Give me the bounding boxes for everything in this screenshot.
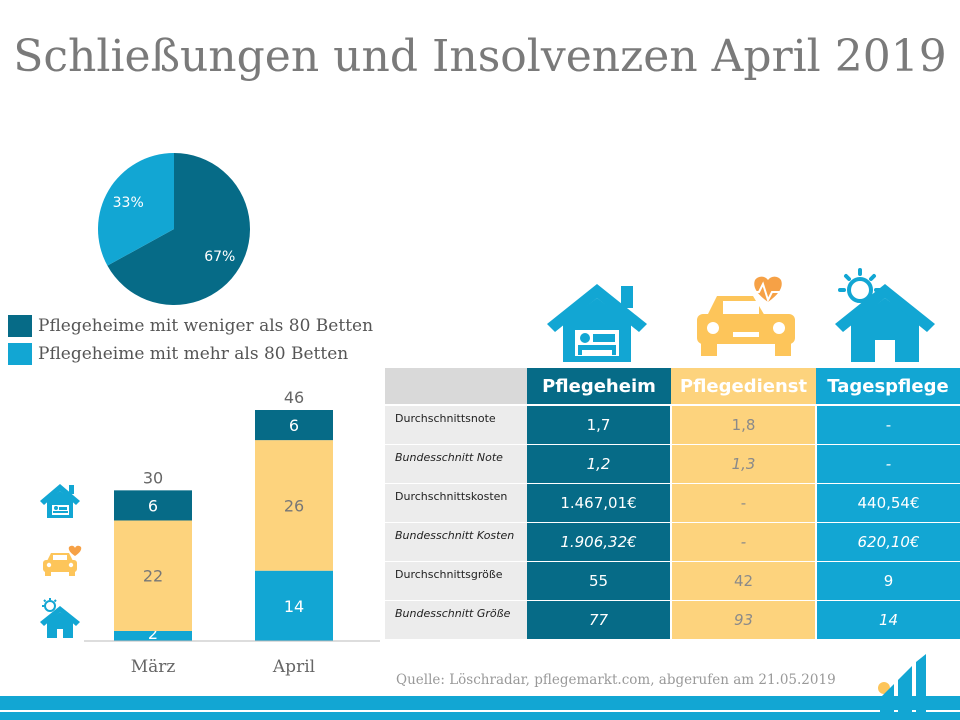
table-cell: - [671,522,817,562]
bar-segment [114,630,192,641]
car-heart-icon [43,545,82,576]
x-tick-label: April [272,657,315,677]
bar-segment [255,440,333,571]
legend-item-small: Pflegeheime mit weniger als 80 Betten [8,312,373,340]
stats-table: Pflegeheim Pflegedienst Tagespflege Durc… [385,368,960,640]
table-row: Durchschnittsnote 1,7 1,8 - [385,405,960,445]
house-bed-icon [40,484,80,518]
footer-band [0,696,960,710]
table-row: Bundesschnitt Note 1,2 1,3 - [385,444,960,484]
table-cell: 93 [671,600,817,640]
legend-item-large: Pflegeheime mit mehr als 80 Betten [8,340,373,368]
col-header-pflegeheim: Pflegeheim [527,368,671,406]
table-cell: 9 [816,561,960,601]
house-sun-icon [835,268,935,362]
house-bed-icon [547,284,647,362]
bar-value-label: 14 [284,597,304,616]
table-header-corner [385,368,527,406]
house-sun-icon [40,598,80,638]
source-note: Quelle: Löschradar, pflegemarkt.com, abg… [396,672,836,688]
table-cell: 620,10€ [816,522,960,562]
table-row: Bundesschnitt Kosten 1.906,32€ - 620,10€ [385,522,960,562]
row-label: Bundesschnitt Größe [385,600,527,640]
table-row: Bundesschnitt Größe 77 93 14 [385,600,960,640]
table-cell: 55 [527,561,672,601]
table-cell: 1,3 [671,444,817,484]
bar-value-label: 6 [289,416,299,435]
pie-slice-label: 67% [204,249,235,265]
col-header-pflegedienst: Pflegedienst [671,368,816,406]
row-label: Durchschnittsnote [385,405,527,445]
bar-segment [255,410,333,441]
table-cell: - [816,444,960,484]
row-label: Bundesschnitt Note [385,444,527,484]
table-cell: 1,7 [527,405,672,445]
bar-segment [255,570,333,641]
pie-slice-label: 33% [113,195,144,211]
table-row: Durchschnittskosten 1.467,01€ - 440,54€ [385,483,960,523]
bar-segment [114,520,192,631]
table-row: Durchschnittsgröße 55 42 9 [385,561,960,601]
table-header-row: Pflegeheim Pflegedienst Tagespflege [385,368,960,406]
legend-swatch-dark [8,315,32,337]
col-header-tagespflege: Tagespflege [816,368,960,406]
table-cell: - [671,483,817,523]
car-heart-icon [697,276,795,356]
bar-value-label: 26 [284,496,304,515]
table-cell: 14 [816,600,960,640]
row-label: Bundesschnitt Kosten [385,522,527,562]
bar-value-label: 6 [148,496,158,515]
table-cell: 1,2 [527,444,672,484]
table-cell: - [816,405,960,445]
table-cell: 1.467,01€ [527,483,672,523]
bar-value-label: 22 [143,567,163,586]
table-cell: 77 [527,600,672,640]
page-title: Schließungen und Insolvenzen April 2019 [13,31,947,82]
pie-slice [98,153,174,266]
legend-label: Pflegeheime mit weniger als 80 Betten [38,316,374,336]
row-label: Durchschnittskosten [385,483,527,523]
table-cell: 1.906,32€ [527,522,672,562]
x-tick-label: März [131,657,176,677]
pie-chart: 67% 33% [98,153,250,305]
bar-total-label: 46 [284,388,304,407]
pie-slice [107,153,250,305]
table-cell: 1,8 [671,405,817,445]
pie-legend: Pflegeheime mit weniger als 80 Betten Pf… [8,312,373,368]
row-label: Durchschnittsgröße [385,561,527,601]
table-cell: 42 [671,561,817,601]
bar-total-label: 30 [143,468,163,487]
legend-swatch-light [8,343,32,365]
table-cell: 440,54€ [816,483,960,523]
bar-value-label: 2 [148,624,158,643]
bar-segment [114,490,192,521]
legend-label: Pflegeheime mit mehr als 80 Betten [38,344,349,364]
footer-band-bottom [0,712,960,720]
